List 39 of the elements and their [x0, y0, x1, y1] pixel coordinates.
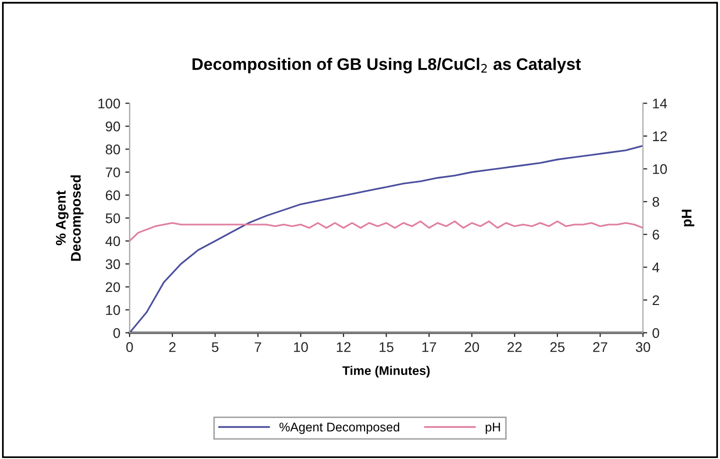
y-tick-label: 70 [106, 167, 120, 178]
x-tick-label: 2 [169, 342, 176, 352]
y2-axis-title: pH [682, 210, 694, 226]
x-tick-label: 25 [550, 342, 565, 352]
x-tick-label: 10 [294, 342, 308, 352]
x-tick-label: 5 [212, 342, 218, 352]
x-tick-label: 7 [254, 342, 262, 352]
y-tick-label: 80 [106, 144, 120, 154]
x-tick-label: 17 [422, 342, 436, 352]
y-tick-label: 100 [98, 98, 120, 108]
y-tick-label: 90 [106, 122, 120, 132]
y2-tick-label: 14 [653, 98, 668, 108]
y-tick-label: 30 [106, 259, 120, 270]
y-tick-label: 50 [106, 213, 120, 224]
y-tick-label: 40 [105, 236, 120, 246]
y2-tick-label: 2 [652, 295, 660, 306]
x-tick-label: 15 [380, 342, 394, 352]
x-axis-title: Time (Minutes) [342, 366, 430, 378]
line-series [130, 220, 643, 242]
y-tick-label: 60 [106, 190, 120, 200]
y2-tick-label: 8 [652, 196, 660, 207]
y2-tick-label: 12 [653, 131, 667, 142]
y2-tick-label: 10 [653, 164, 667, 174]
x-tick-label: 22 [508, 342, 522, 352]
x-tick-label: 12 [336, 342, 351, 352]
x-tick-label: 30 [636, 342, 650, 352]
legend-label: pH [486, 422, 500, 434]
y2-tick-label: 4 [652, 262, 660, 272]
chart-title: Decomposition of GB Using L8/CuCl$_{2}$ as Catalyst [192, 58, 581, 74]
legend-label: %Agent Decomposed [280, 422, 400, 434]
x-tick-label: 20 [464, 342, 480, 352]
x-tick-label: 27 [593, 342, 608, 352]
x-tick-label: 0 [126, 342, 133, 352]
y-axis-title: % Agent Decomposed [56, 175, 84, 261]
y2-tick-label: 6 [652, 230, 660, 240]
y-tick-label: 20 [106, 282, 120, 292]
y-tick-label: 10 [106, 305, 120, 315]
y-tick-label: 0 [113, 328, 120, 338]
y2-tick-label: 0 [652, 328, 660, 338]
